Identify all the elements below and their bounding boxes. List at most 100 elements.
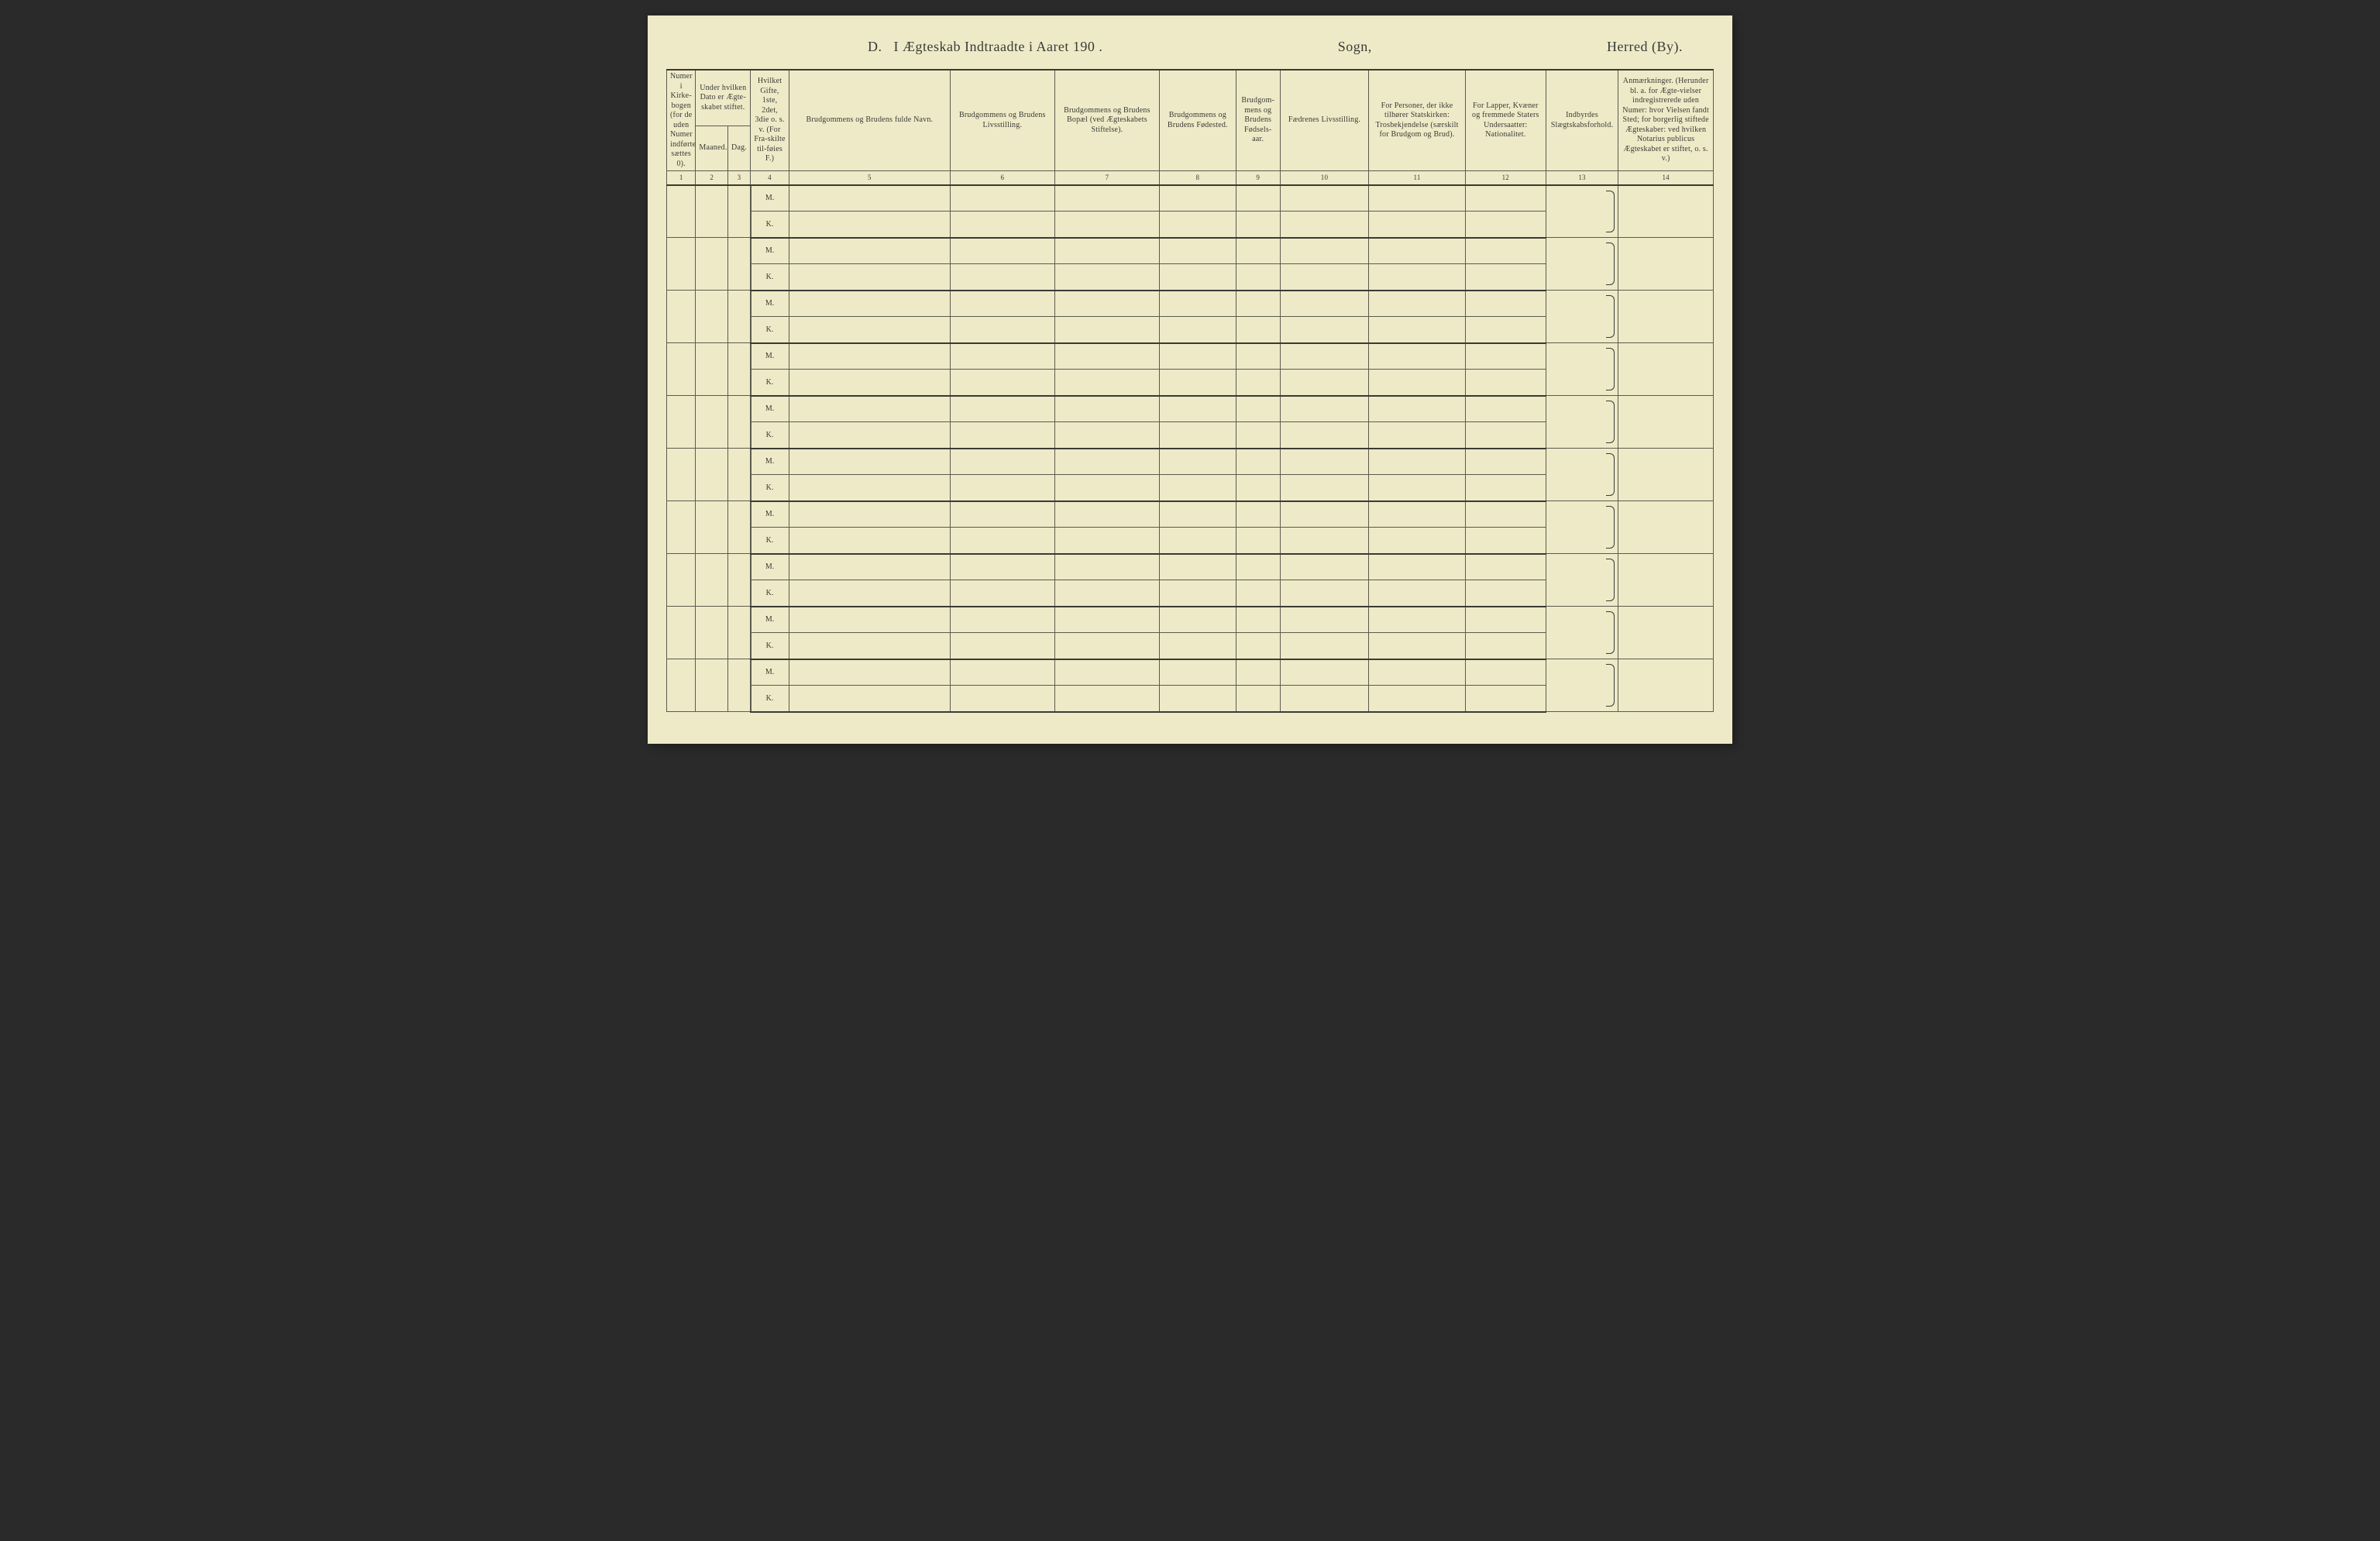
cell [1159,291,1236,317]
cell [1369,185,1466,212]
cell [1618,185,1714,238]
col-number-12: 12 [1465,171,1546,185]
row-label-m: M. [751,343,789,370]
cell [1236,659,1280,686]
cell [1465,317,1546,343]
cell [1465,264,1546,291]
cell [789,580,950,607]
cell [1280,317,1368,343]
cell [1236,370,1280,396]
cell [1546,449,1618,501]
cell [950,449,1054,475]
cell [1280,291,1368,317]
cell [667,607,696,659]
cell [1465,422,1546,449]
cell [1369,659,1466,686]
cell [1054,238,1159,264]
cell [1618,396,1714,449]
cell [1054,185,1159,212]
cell [1369,343,1466,370]
cell [1618,343,1714,396]
table-row: M. [667,659,1714,686]
col-number-5: 5 [789,171,950,185]
cell [1618,607,1714,659]
cell [789,396,950,422]
cell [1159,185,1236,212]
cell [1280,212,1368,238]
cell [1546,343,1618,396]
cell [1054,396,1159,422]
row-label-k: K. [751,528,789,554]
cell [1369,264,1466,291]
cell [950,317,1054,343]
cell [1369,396,1466,422]
column-numbers-row: 1234567891011121314 [667,171,1714,185]
cell [1159,264,1236,291]
col-header-14: Anmærkninger. (Herunder bl. a. for Ægte-… [1618,70,1714,171]
cell [1236,291,1280,317]
cell [727,396,750,449]
cell [1465,291,1546,317]
cell [1159,212,1236,238]
cell [950,396,1054,422]
cell [1054,370,1159,396]
cell [950,264,1054,291]
col-header-12: For Lapper, Kvæner og fremmede Staters U… [1465,70,1546,171]
col-header-3: Dag. [727,126,750,171]
row-label-k: K. [751,264,789,291]
row-label-m: M. [751,449,789,475]
cell [1054,291,1159,317]
cell [789,475,950,501]
cell [727,238,750,291]
cell [1054,528,1159,554]
cell [1546,659,1618,712]
col-number-9: 9 [1236,171,1280,185]
col-number-4: 4 [751,171,789,185]
cell [950,343,1054,370]
cell [1369,686,1466,712]
cell [667,501,696,554]
col-number-3: 3 [727,171,750,185]
cell [1159,370,1236,396]
cell [1618,501,1714,554]
cell [789,528,950,554]
cell [1465,659,1546,686]
col-header-2-3-group: Under hvilken Dato er Ægte-skabet stifte… [696,70,751,126]
cell [950,554,1054,580]
cell [1369,528,1466,554]
cell [1465,501,1546,528]
col-number-1: 1 [667,171,696,185]
cell [696,185,728,238]
cell [1159,396,1236,422]
cell [696,396,728,449]
cell [1546,185,1618,238]
cell [1369,449,1466,475]
cell [1054,422,1159,449]
cell [1054,212,1159,238]
cell [1546,501,1618,554]
cell [789,212,950,238]
row-label-k: K. [751,317,789,343]
cell [1236,343,1280,370]
cell [1280,580,1368,607]
col-header-10: Fædrenes Livsstilling. [1280,70,1368,171]
cell [1618,238,1714,291]
cell [1054,343,1159,370]
cell [1236,475,1280,501]
cell [950,238,1054,264]
cell [1159,554,1236,580]
cell [696,238,728,291]
cell [1159,580,1236,607]
row-label-m: M. [751,659,789,686]
col-header-7: Brudgommens og Brudens Bopæl (ved Ægtesk… [1054,70,1159,171]
cell [950,528,1054,554]
cell [1369,370,1466,396]
cell [1465,370,1546,396]
cell [1054,475,1159,501]
cell [1369,633,1466,659]
cell [1280,343,1368,370]
cell [789,291,950,317]
cell [1236,449,1280,475]
cell [696,659,728,712]
cell [667,185,696,238]
